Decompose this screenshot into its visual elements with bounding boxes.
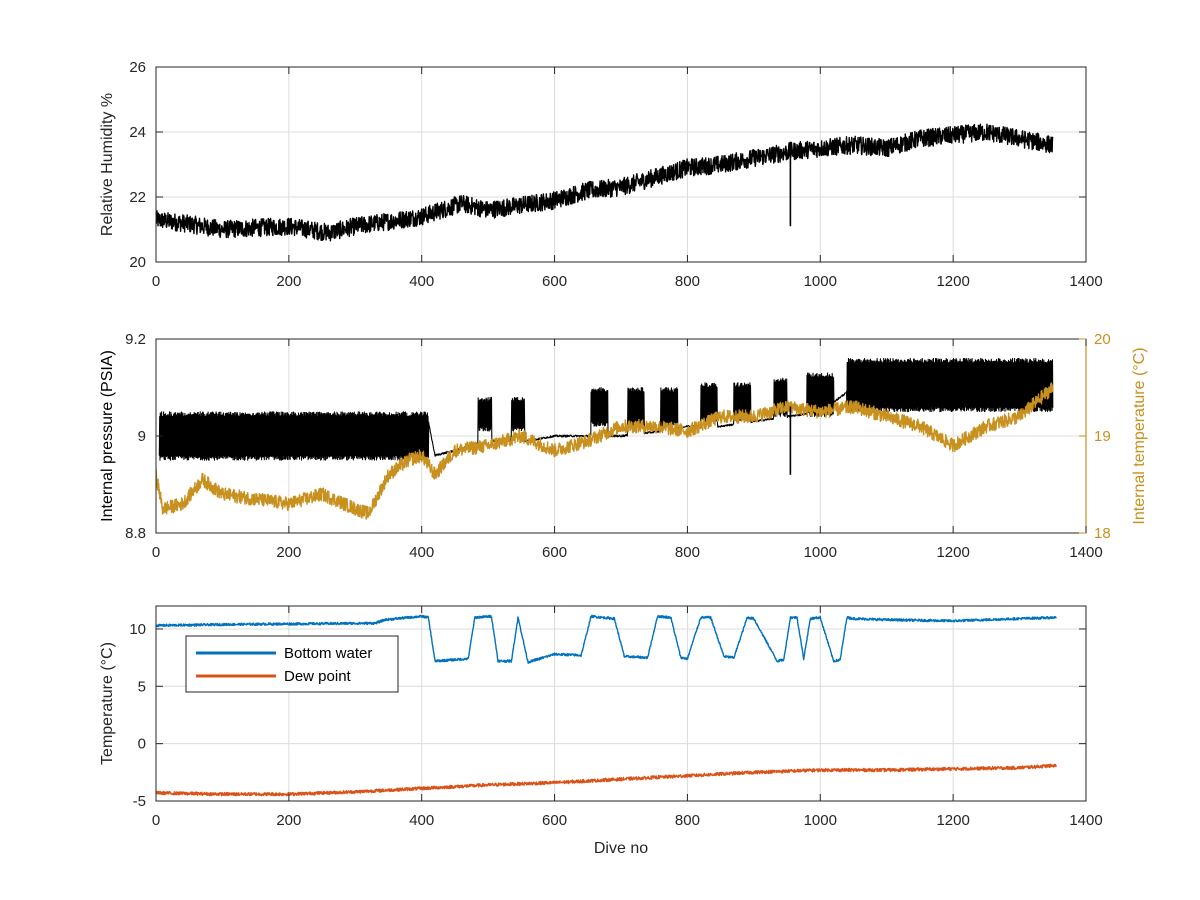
series-relative-humidity bbox=[156, 123, 1054, 242]
y-axis-title: Temperature (°C) bbox=[99, 642, 116, 765]
series-line bbox=[156, 614, 1057, 664]
axes-box bbox=[155, 605, 1087, 802]
x-tick-label: 400 bbox=[409, 273, 434, 290]
y-tick-label: 22 bbox=[129, 189, 146, 206]
y-axis-title: Relative Humidity % bbox=[99, 93, 116, 236]
series-line bbox=[156, 123, 1054, 242]
series-bottom-water bbox=[156, 614, 1057, 664]
series-line bbox=[156, 382, 1054, 520]
series-internal-temperature bbox=[156, 382, 1054, 520]
legend-box bbox=[185, 635, 399, 693]
y-tick-label: 0 bbox=[138, 736, 146, 753]
y-right-axis-title: Internal temperature (°C) bbox=[1131, 347, 1148, 524]
panel-humidity: 0 200 400 600 800 1000 1200 1400 20 22 24 26 Relativ… bbox=[99, 59, 1103, 290]
x-tick-label: 1000 bbox=[804, 812, 837, 829]
x-tick-label: 600 bbox=[542, 544, 567, 561]
legend-label: Dew point bbox=[284, 668, 352, 685]
y-right-tick-label: 19 bbox=[1094, 428, 1111, 445]
y-tick-label: 26 bbox=[129, 59, 146, 76]
x-tick-label: 200 bbox=[276, 544, 301, 561]
x-tick-label: 600 bbox=[542, 273, 567, 290]
x-tick-label: 200 bbox=[276, 812, 301, 829]
x-tick-label: 800 bbox=[675, 812, 700, 829]
series-line bbox=[156, 763, 1057, 797]
x-tick-label: 1400 bbox=[1069, 273, 1102, 290]
series-dew-point bbox=[156, 763, 1057, 797]
x-tick-label: 0 bbox=[152, 273, 160, 290]
plot-area bbox=[156, 606, 1086, 801]
x-tick-label: 800 bbox=[675, 544, 700, 561]
plot-area bbox=[156, 67, 1086, 262]
x-tick-label: 1400 bbox=[1069, 544, 1102, 561]
x-tick-label: 600 bbox=[542, 812, 567, 829]
y-tick-label: 9.2 bbox=[125, 331, 146, 348]
x-tick-label: 1400 bbox=[1069, 812, 1102, 829]
y-tick-label: 5 bbox=[138, 678, 146, 695]
panel-temperature: 0 200 400 600 800 1000 1200 1400 -5 0 5 10 Temperatu… bbox=[99, 605, 1103, 857]
y-tick-label: -5 bbox=[133, 793, 146, 810]
y-right-tick-label: 20 bbox=[1094, 331, 1111, 348]
y-tick-label: 8.8 bbox=[125, 525, 146, 542]
legend-label: Bottom water bbox=[284, 645, 372, 662]
series-line bbox=[158, 357, 1054, 461]
x-tick-label: 200 bbox=[276, 273, 301, 290]
x-tick-label: 400 bbox=[409, 812, 434, 829]
x-tick-label: 1200 bbox=[936, 273, 969, 290]
x-tick-label: 0 bbox=[152, 812, 160, 829]
x-tick-label: 1000 bbox=[804, 273, 837, 290]
y-tick-label: 9 bbox=[138, 428, 146, 445]
y-tick-label: 24 bbox=[129, 124, 146, 141]
y-axis-title: Internal pressure (PSIA) bbox=[99, 350, 116, 522]
legend: Bottom water Dew point bbox=[185, 635, 399, 693]
x-axis-title: Dive no bbox=[594, 840, 648, 857]
x-tick-label: 400 bbox=[409, 544, 434, 561]
series-internal-pressure bbox=[158, 357, 1054, 461]
y-tick-label: 10 bbox=[129, 621, 146, 638]
x-tick-label: 1000 bbox=[804, 544, 837, 561]
x-tick-label: 0 bbox=[152, 544, 160, 561]
x-tick-label: 800 bbox=[675, 273, 700, 290]
x-tick-label: 1200 bbox=[936, 544, 969, 561]
x-tick-label: 1200 bbox=[936, 812, 969, 829]
y-tick-label: 20 bbox=[129, 254, 146, 271]
axes-box bbox=[155, 66, 1087, 263]
y-right-tick-label: 18 bbox=[1094, 525, 1111, 542]
panel-pressure-temperature: 0 200 400 600 800 1000 1200 1400 8.8 9 9.2 18 19 20 In… bbox=[99, 331, 1148, 561]
